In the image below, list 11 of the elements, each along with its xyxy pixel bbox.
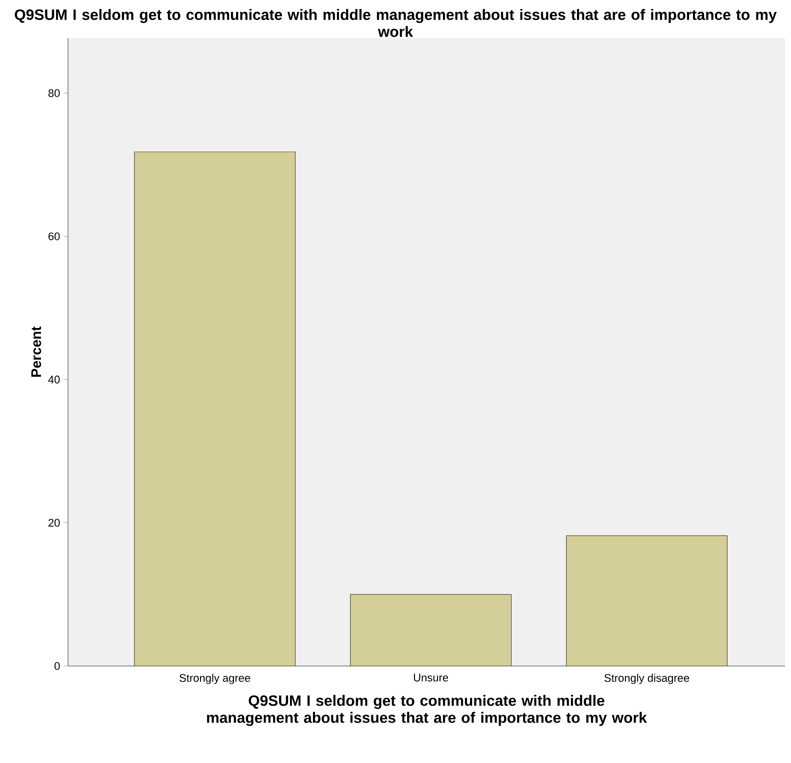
chart-title: Q9SUM I seldom get to communicate with middle management about issues that are of importance to my work (14, 8, 777, 37)
x-tick-label: Unsure (414, 674, 448, 682)
x-tick-label: Strongly disagree (604, 674, 690, 684)
y-tick-label: 40 (48, 376, 60, 384)
y-tick-label: 0 (54, 662, 60, 670)
y-axis-title: Percent (31, 326, 42, 377)
y-tick-label: 60 (48, 232, 60, 240)
x-axis-title: Q9SUM I seldom get to communicate with middle management about issues that are of importance to my work (207, 694, 647, 726)
x-tick-label: Strongly agree (180, 674, 250, 684)
y-tick-label: 80 (48, 89, 60, 98)
y-tick-label: 20 (48, 518, 60, 527)
